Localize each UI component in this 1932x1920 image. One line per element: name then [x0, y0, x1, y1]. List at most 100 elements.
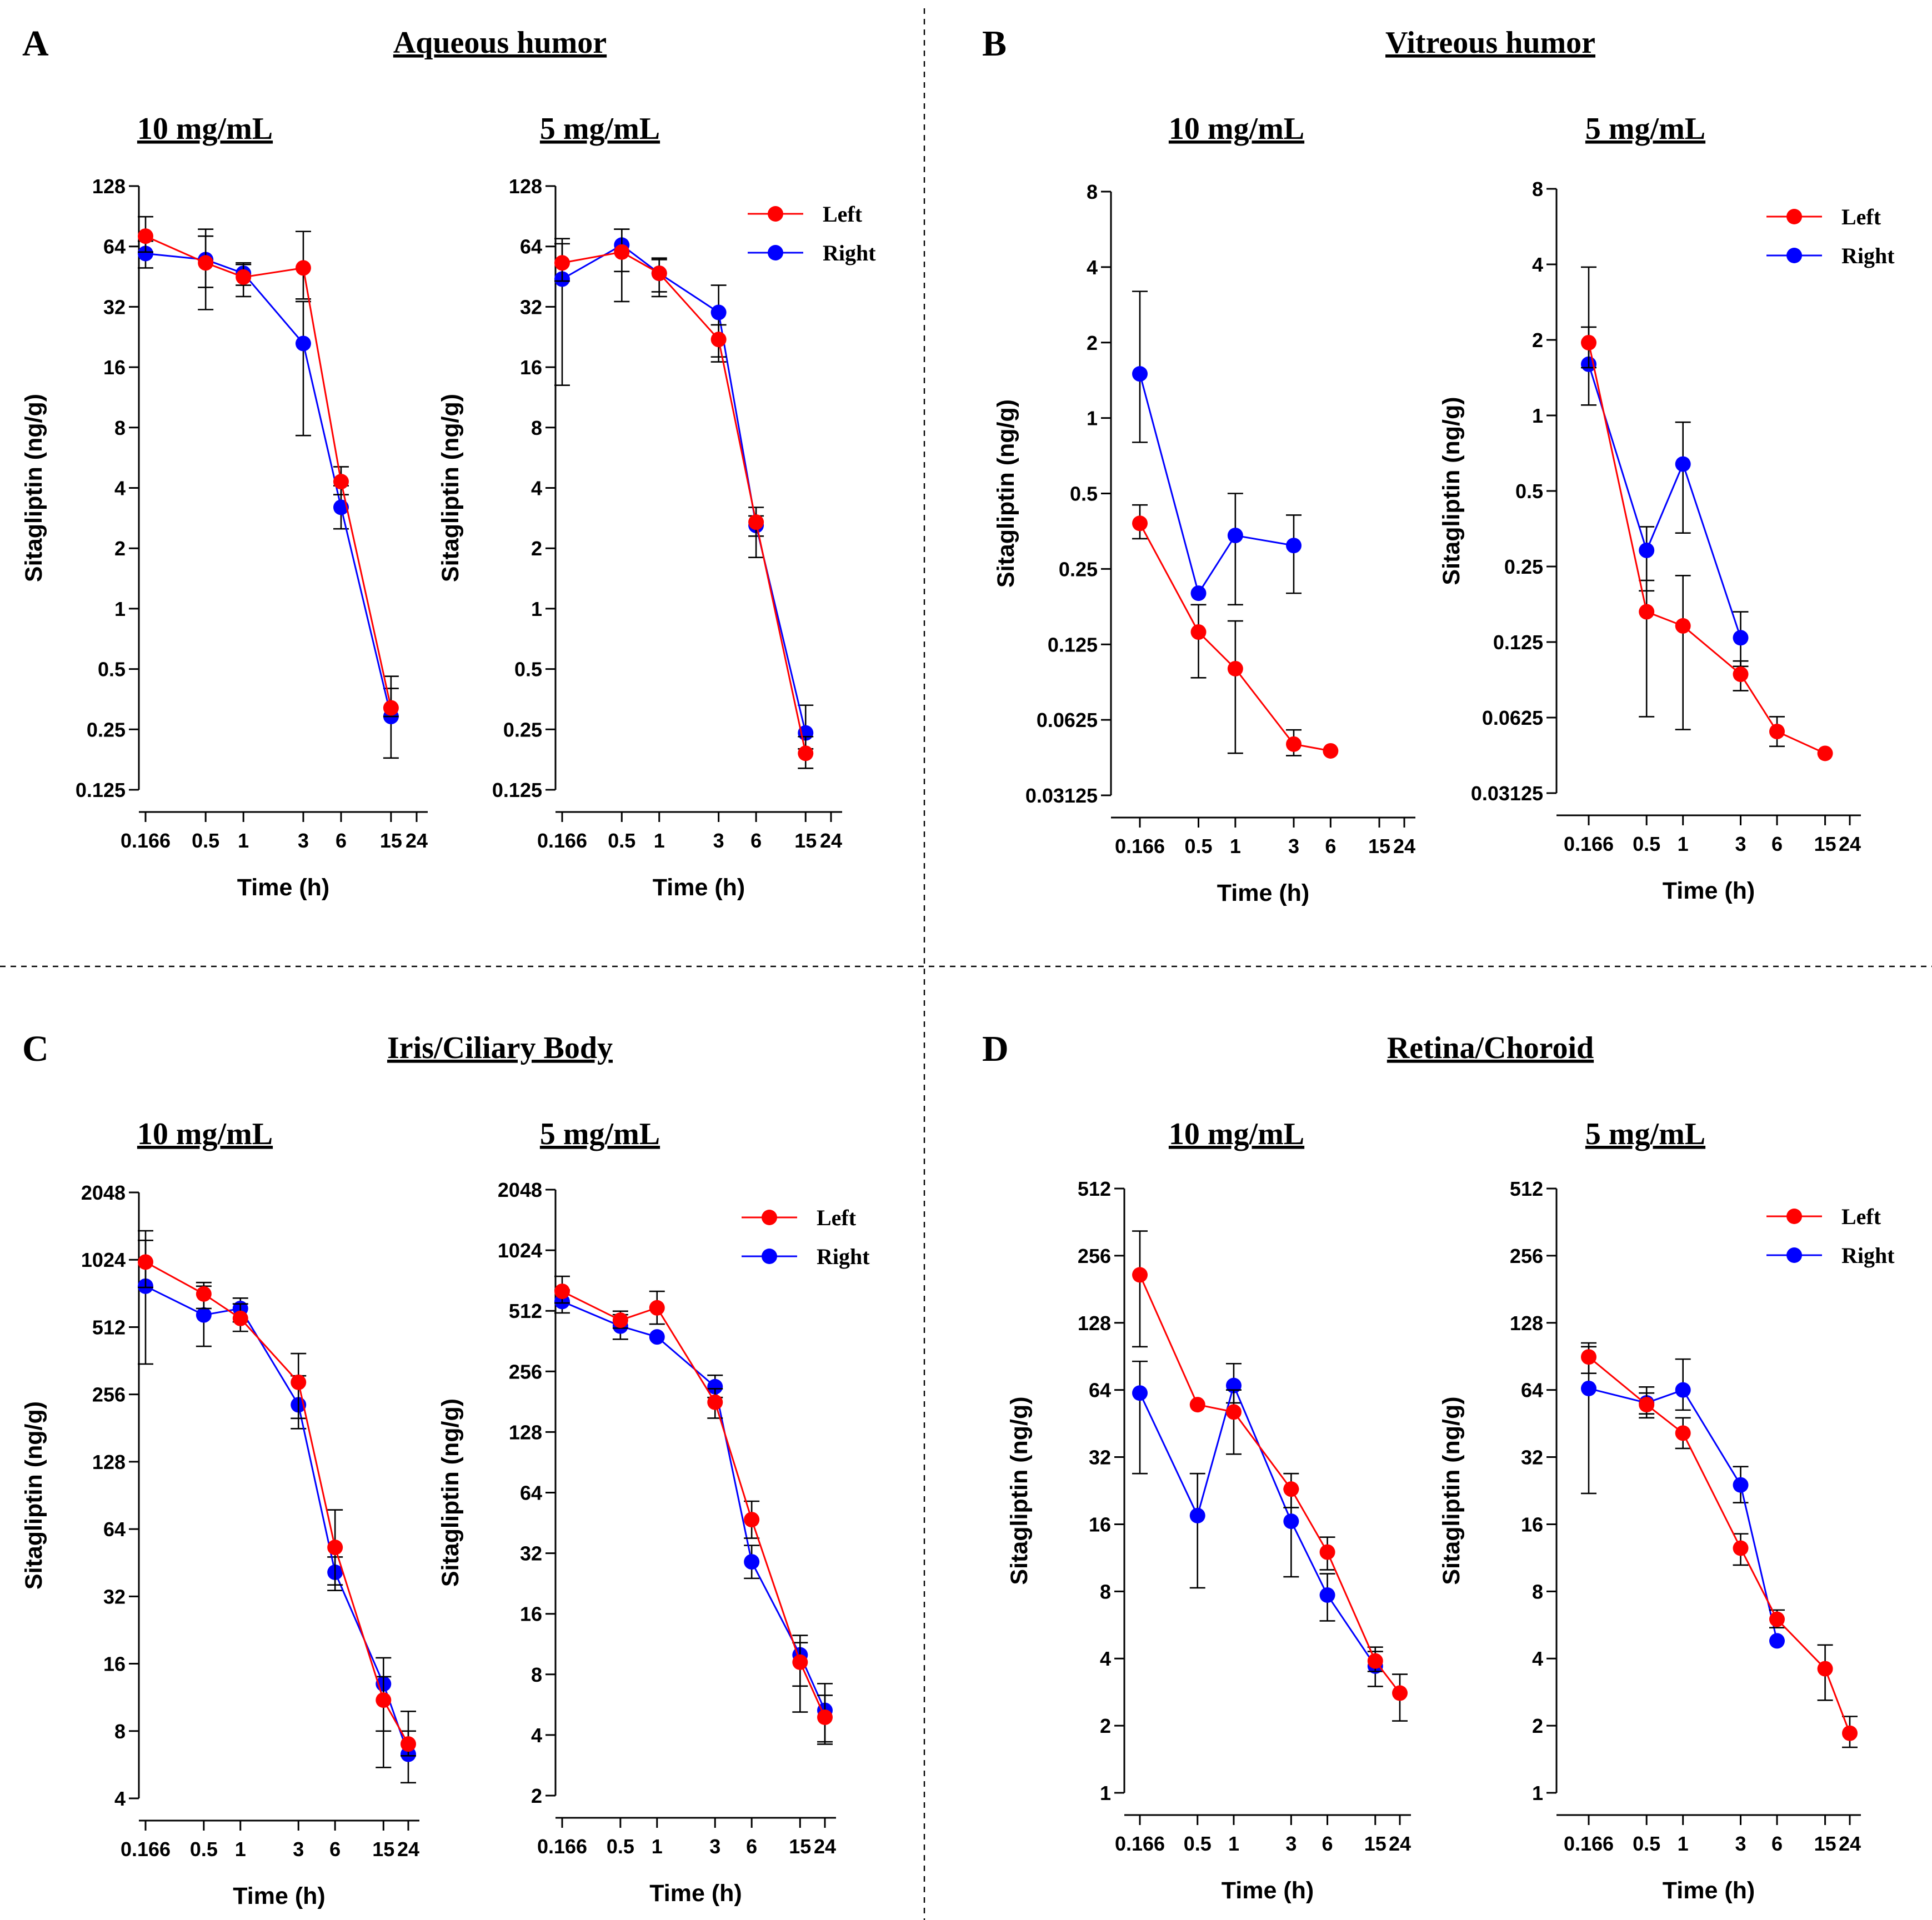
series-line-left [1139, 1274, 1401, 1694]
data-point-left [327, 1540, 343, 1556]
legend-marker-left [1786, 1209, 1802, 1224]
y-tick-label: 256 [509, 1360, 542, 1383]
chart-title-b-5mg: 5 mg/mL [1585, 112, 1705, 146]
x-tick-label: 6 [750, 829, 762, 852]
section-title-iris-ciliary-body: Iris/Ciliary Body [387, 1031, 613, 1065]
y-tick-label: 8 [1100, 1580, 1111, 1603]
data-point-left [1319, 1544, 1335, 1560]
y-tick-label: 2048 [498, 1179, 542, 1201]
series-line-right [562, 1300, 826, 1711]
x-tick-label: 3 [709, 1835, 720, 1858]
y-tick-label: 32 [103, 295, 126, 318]
series-line-left [1588, 342, 1826, 754]
y-tick-label: 2 [1100, 1715, 1111, 1737]
legend-marker-left [1786, 209, 1802, 224]
x-tick-label: 0.5 [1633, 1832, 1660, 1855]
data-point-left [707, 1394, 723, 1410]
data-point-left [1189, 1397, 1205, 1413]
series-line-left [145, 235, 392, 708]
y-tick-label: 64 [520, 1482, 542, 1505]
y-tick-label: 128 [92, 1451, 126, 1473]
x-tick-label: 3 [1735, 1832, 1746, 1855]
y-axis-label: Sitagliptin (ng/g) [21, 1401, 47, 1590]
y-tick-label: 16 [103, 356, 126, 379]
legend-label-right: Right [1841, 243, 1895, 268]
y-tick-label: 16 [520, 1603, 542, 1626]
y-tick-label: 8 [114, 417, 126, 439]
data-point-right [1227, 528, 1243, 544]
y-tick-label: 4 [114, 1787, 126, 1810]
series-line-left [1588, 1356, 1851, 1734]
x-tick-label: 0.166 [1115, 835, 1165, 858]
y-tick-label: 4 [114, 477, 126, 500]
x-tick-label: 24 [1389, 1832, 1411, 1855]
data-point-left [198, 255, 214, 271]
y-axis-label: Sitagliptin (ng/g) [1438, 1396, 1465, 1585]
x-tick-label: 15 [789, 1835, 811, 1858]
data-point-left [1817, 745, 1833, 761]
data-point-right [1132, 1385, 1148, 1401]
data-point-left [798, 745, 814, 761]
data-point-left [1132, 1267, 1148, 1283]
legend-marker-left [762, 1210, 777, 1225]
y-tick-label: 1024 [81, 1249, 126, 1271]
y-axis-label: Sitagliptin (ng/g) [1438, 397, 1465, 585]
data-point-left [232, 1310, 248, 1326]
y-tick-label: 0.25 [503, 718, 542, 741]
data-point-left [649, 1300, 665, 1316]
y-tick-label: 2 [114, 537, 126, 560]
y-tick-label: 0.125 [76, 779, 126, 801]
data-point-left [1283, 1481, 1299, 1497]
data-point-left [651, 265, 667, 282]
y-axis-label: Sitagliptin (ng/g) [21, 394, 47, 582]
data-point-left [236, 269, 252, 285]
x-tick-label: 6 [1771, 1832, 1783, 1855]
data-point-left [1842, 1725, 1858, 1741]
plot-aqueous-5mg: 128 64 32 16 8 4 2 1 0.5 0.25 0.125 0.166 0.5 1 3 6 15 24… [437, 175, 876, 901]
y-axis-label: Sitagliptin (ng/g) [1006, 1396, 1033, 1585]
y-tick-label: 4 [531, 477, 542, 500]
section-title-aqueous-humor: Aqueous humor [393, 26, 607, 60]
y-tick-label: 16 [1521, 1513, 1543, 1536]
data-point-left [1227, 660, 1243, 676]
x-tick-label: 15 [1814, 1832, 1836, 1855]
data-point-left [710, 332, 727, 348]
data-point-left [1323, 743, 1339, 759]
data-point-left [612, 1312, 628, 1329]
y-tick-label: 0.25 [87, 718, 126, 741]
x-tick-label: 6 [746, 1835, 757, 1858]
y-tick-label: 16 [520, 356, 542, 379]
x-tick-label: 24 [814, 1835, 836, 1858]
y-tick-label: 0.0625 [1482, 706, 1543, 729]
y-tick-label: 0.125 [492, 779, 542, 801]
data-point-left [1769, 1611, 1785, 1627]
y-tick-label: 2 [531, 537, 542, 560]
x-tick-label: 0.166 [1115, 1832, 1165, 1855]
data-point-left [748, 514, 764, 530]
data-point-right [1132, 366, 1148, 382]
x-tick-label: 24 [397, 1838, 419, 1861]
x-tick-label: 0.5 [1633, 833, 1660, 855]
data-point-right [1675, 1382, 1691, 1398]
y-tick-label: 32 [103, 1585, 126, 1608]
x-axis-label: Time (h) [653, 874, 745, 901]
y-tick-label: 1 [114, 598, 126, 620]
data-point-left [817, 1709, 833, 1725]
series-line-right [1139, 1383, 1377, 1667]
x-tick-label: 3 [1288, 835, 1299, 858]
data-point-right [1189, 1507, 1205, 1523]
x-tick-label: 6 [336, 829, 347, 852]
x-tick-label: 15 [1368, 835, 1390, 858]
data-point-left [138, 228, 153, 244]
x-axis-label: Time (h) [1217, 880, 1309, 906]
data-point-left [1392, 1685, 1408, 1701]
y-tick-label: 256 [92, 1383, 126, 1406]
data-point-left [744, 1512, 760, 1528]
y-tick-label: 2 [1532, 329, 1543, 352]
x-tick-label: 24 [1839, 1832, 1861, 1855]
x-tick-label: 3 [1735, 833, 1746, 855]
legend-label-right: Right [1841, 1243, 1895, 1268]
y-tick-label: 0.0625 [1037, 709, 1098, 731]
y-tick-label: 0.25 [1504, 555, 1543, 578]
plot-vitreous-10mg: 8 4 2 1 0.5 0.25 0.125 0.0625 0.03125 0.166 0.5 1 3 6… [993, 181, 1415, 906]
